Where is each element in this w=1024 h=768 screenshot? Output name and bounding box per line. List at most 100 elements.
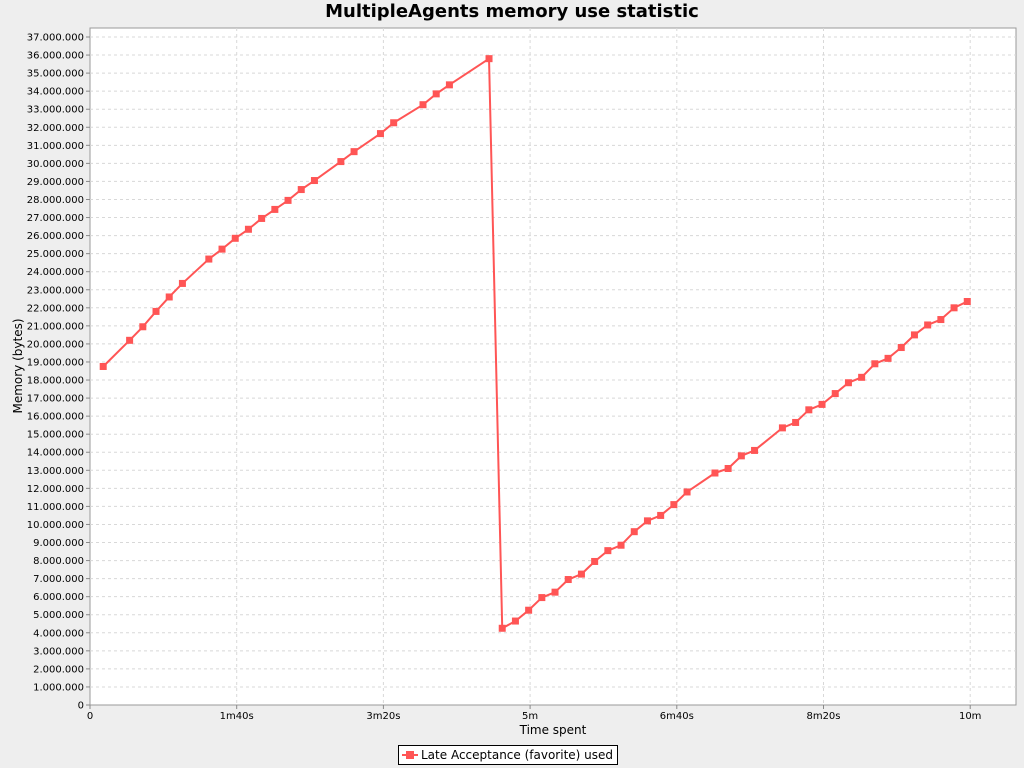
- y-tick-label: 35.000.000: [27, 69, 84, 80]
- y-tick-label: 5.000.000: [33, 610, 84, 621]
- data-point: [910, 331, 918, 339]
- x-axis-label: Time spent: [519, 723, 587, 737]
- x-tick-label: 8m20s: [806, 711, 840, 722]
- data-point: [445, 81, 453, 89]
- data-point: [310, 177, 318, 185]
- data-point: [670, 501, 678, 509]
- y-tick-label: 7.000.000: [33, 574, 84, 585]
- data-point: [683, 488, 691, 496]
- y-tick-label: 2.000.000: [33, 664, 84, 675]
- y-tick-label: 26.000.000: [27, 231, 84, 242]
- y-tick-label: 24.000.000: [27, 267, 84, 278]
- y-tick-label: 22.000.000: [27, 303, 84, 314]
- y-tick-label: 28.000.000: [27, 195, 84, 206]
- data-point: [485, 55, 493, 63]
- grid-layer: [90, 28, 1016, 705]
- y-tick-label: 14.000.000: [27, 448, 84, 459]
- y-tick-label: 33.000.000: [27, 105, 84, 116]
- data-point: [630, 528, 638, 536]
- data-point: [178, 279, 186, 287]
- x-tick-label: 5m: [522, 711, 538, 722]
- data-point: [778, 424, 786, 432]
- y-tick-label: 3.000.000: [33, 646, 84, 657]
- legend-swatch-icon: [402, 750, 418, 760]
- y-tick-label: 36.000.000: [27, 51, 84, 62]
- y-tick-label: 16.000.000: [27, 412, 84, 423]
- data-point: [844, 379, 852, 387]
- data-point: [284, 196, 292, 204]
- data-point: [897, 344, 905, 352]
- y-tick-label: 27.000.000: [27, 213, 84, 224]
- y-tick-label: 4.000.000: [33, 628, 84, 639]
- data-point: [617, 541, 625, 549]
- legend-label: Late Acceptance (favorite) used: [421, 748, 614, 762]
- data-point: [152, 307, 160, 315]
- series-layer: [99, 55, 971, 632]
- data-point: [258, 214, 266, 222]
- chart-title: MultipleAgents memory use statistic: [325, 1, 699, 22]
- data-point: [538, 594, 546, 602]
- data-point: [643, 517, 651, 525]
- data-point: [498, 624, 506, 632]
- y-tick-label: 20.000.000: [27, 339, 84, 350]
- y-axis-label: Memory (bytes): [11, 318, 25, 413]
- data-point: [525, 606, 533, 614]
- data-point: [604, 547, 612, 555]
- y-tick-label: 9.000.000: [33, 538, 84, 549]
- data-point: [724, 464, 732, 472]
- y-tick-label: 15.000.000: [27, 430, 84, 441]
- y-tick-label: 1.000.000: [33, 682, 84, 693]
- data-point: [751, 446, 759, 454]
- data-point: [99, 362, 107, 370]
- data-point: [551, 588, 559, 596]
- y-tick-label: 18.000.000: [27, 376, 84, 387]
- data-point: [792, 418, 800, 426]
- y-tick-label: 6.000.000: [33, 592, 84, 603]
- data-point: [205, 255, 213, 263]
- y-tick-label: 37.000.000: [27, 33, 84, 44]
- data-point: [271, 205, 279, 213]
- y-tick-label: 17.000.000: [27, 394, 84, 405]
- data-point: [350, 148, 358, 156]
- data-point: [737, 452, 745, 460]
- y-tick-label: 23.000.000: [27, 285, 84, 296]
- x-tick-label: 6m40s: [660, 711, 694, 722]
- data-point: [577, 570, 585, 578]
- data-point: [805, 406, 813, 414]
- x-tick-label: 10m: [959, 711, 981, 722]
- data-point: [419, 101, 427, 109]
- data-point: [139, 323, 147, 331]
- x-tick-label: 0: [87, 711, 93, 722]
- y-tick-label: 11.000.000: [27, 502, 84, 513]
- data-point: [831, 390, 839, 398]
- axis-layer: 0 1.000.000 2.000.000 3.000.000 4.000.000 5.0…: [27, 33, 982, 723]
- data-point: [511, 617, 519, 625]
- data-point: [564, 576, 572, 584]
- data-point: [390, 119, 398, 127]
- data-point: [231, 234, 239, 242]
- data-point: [657, 511, 665, 519]
- y-tick-label: 30.000.000: [27, 159, 84, 170]
- data-point: [884, 354, 892, 362]
- data-point: [244, 225, 252, 233]
- y-tick-label: 0: [78, 701, 84, 712]
- y-tick-label: 12.000.000: [27, 484, 84, 495]
- x-tick-label: 3m20s: [366, 711, 400, 722]
- legend: Late Acceptance (favorite) used: [398, 745, 619, 765]
- y-tick-label: 29.000.000: [27, 177, 84, 188]
- data-point: [165, 293, 173, 301]
- data-point: [950, 304, 958, 312]
- data-point: [337, 158, 345, 166]
- x-tick-label: 1m40s: [220, 711, 254, 722]
- data-point: [591, 557, 599, 565]
- data-point: [937, 316, 945, 324]
- y-tick-label: 13.000.000: [27, 466, 84, 477]
- data-point: [218, 245, 226, 253]
- data-point: [297, 186, 305, 194]
- data-point: [432, 90, 440, 98]
- data-point: [711, 469, 719, 477]
- y-tick-label: 31.000.000: [27, 141, 84, 152]
- y-tick-label: 19.000.000: [27, 357, 84, 368]
